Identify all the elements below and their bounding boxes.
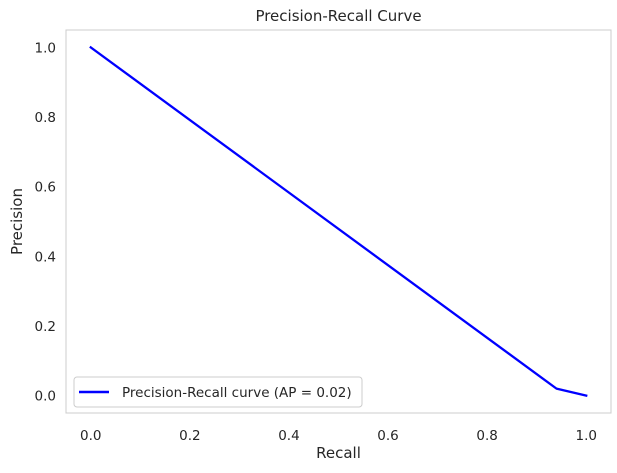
- precision-recall-line: [89, 45, 588, 397]
- plot-area-frame: [65, 29, 612, 414]
- x-tick-label: 0.6: [377, 428, 398, 444]
- x-tick-label: 0.4: [278, 428, 299, 444]
- y-tick-label: 0.2: [35, 319, 56, 335]
- legend-box: [73, 376, 363, 408]
- chart-title: Precision-Recall Curve: [255, 7, 421, 25]
- y-tick-label: 0.8: [35, 110, 56, 126]
- x-axis-label: Recall: [316, 444, 361, 462]
- x-axis-ticks: 0.0 0.2 0.4 0.6 0.8 1.0: [80, 428, 597, 444]
- y-tick-label: 0.0: [35, 389, 56, 405]
- x-tick-label: 0.2: [179, 428, 200, 444]
- legend: Precision-Recall curve (AP = 0.02): [73, 376, 363, 408]
- y-tick-label: 1.0: [35, 40, 56, 56]
- y-tick-label: 0.6: [35, 180, 56, 196]
- y-tick-label: 0.4: [35, 249, 56, 265]
- y-axis-ticks: 0.0 0.2 0.4 0.6 0.8 1.0: [35, 40, 56, 404]
- y-axis-label: Precision: [8, 188, 26, 255]
- x-tick-label: 1.0: [575, 428, 596, 444]
- x-tick-label: 0.8: [476, 428, 497, 444]
- legend-entry-label: Precision-Recall curve (AP = 0.02): [122, 385, 352, 401]
- x-tick-label: 0.0: [80, 428, 101, 444]
- series-layer: [89, 45, 588, 397]
